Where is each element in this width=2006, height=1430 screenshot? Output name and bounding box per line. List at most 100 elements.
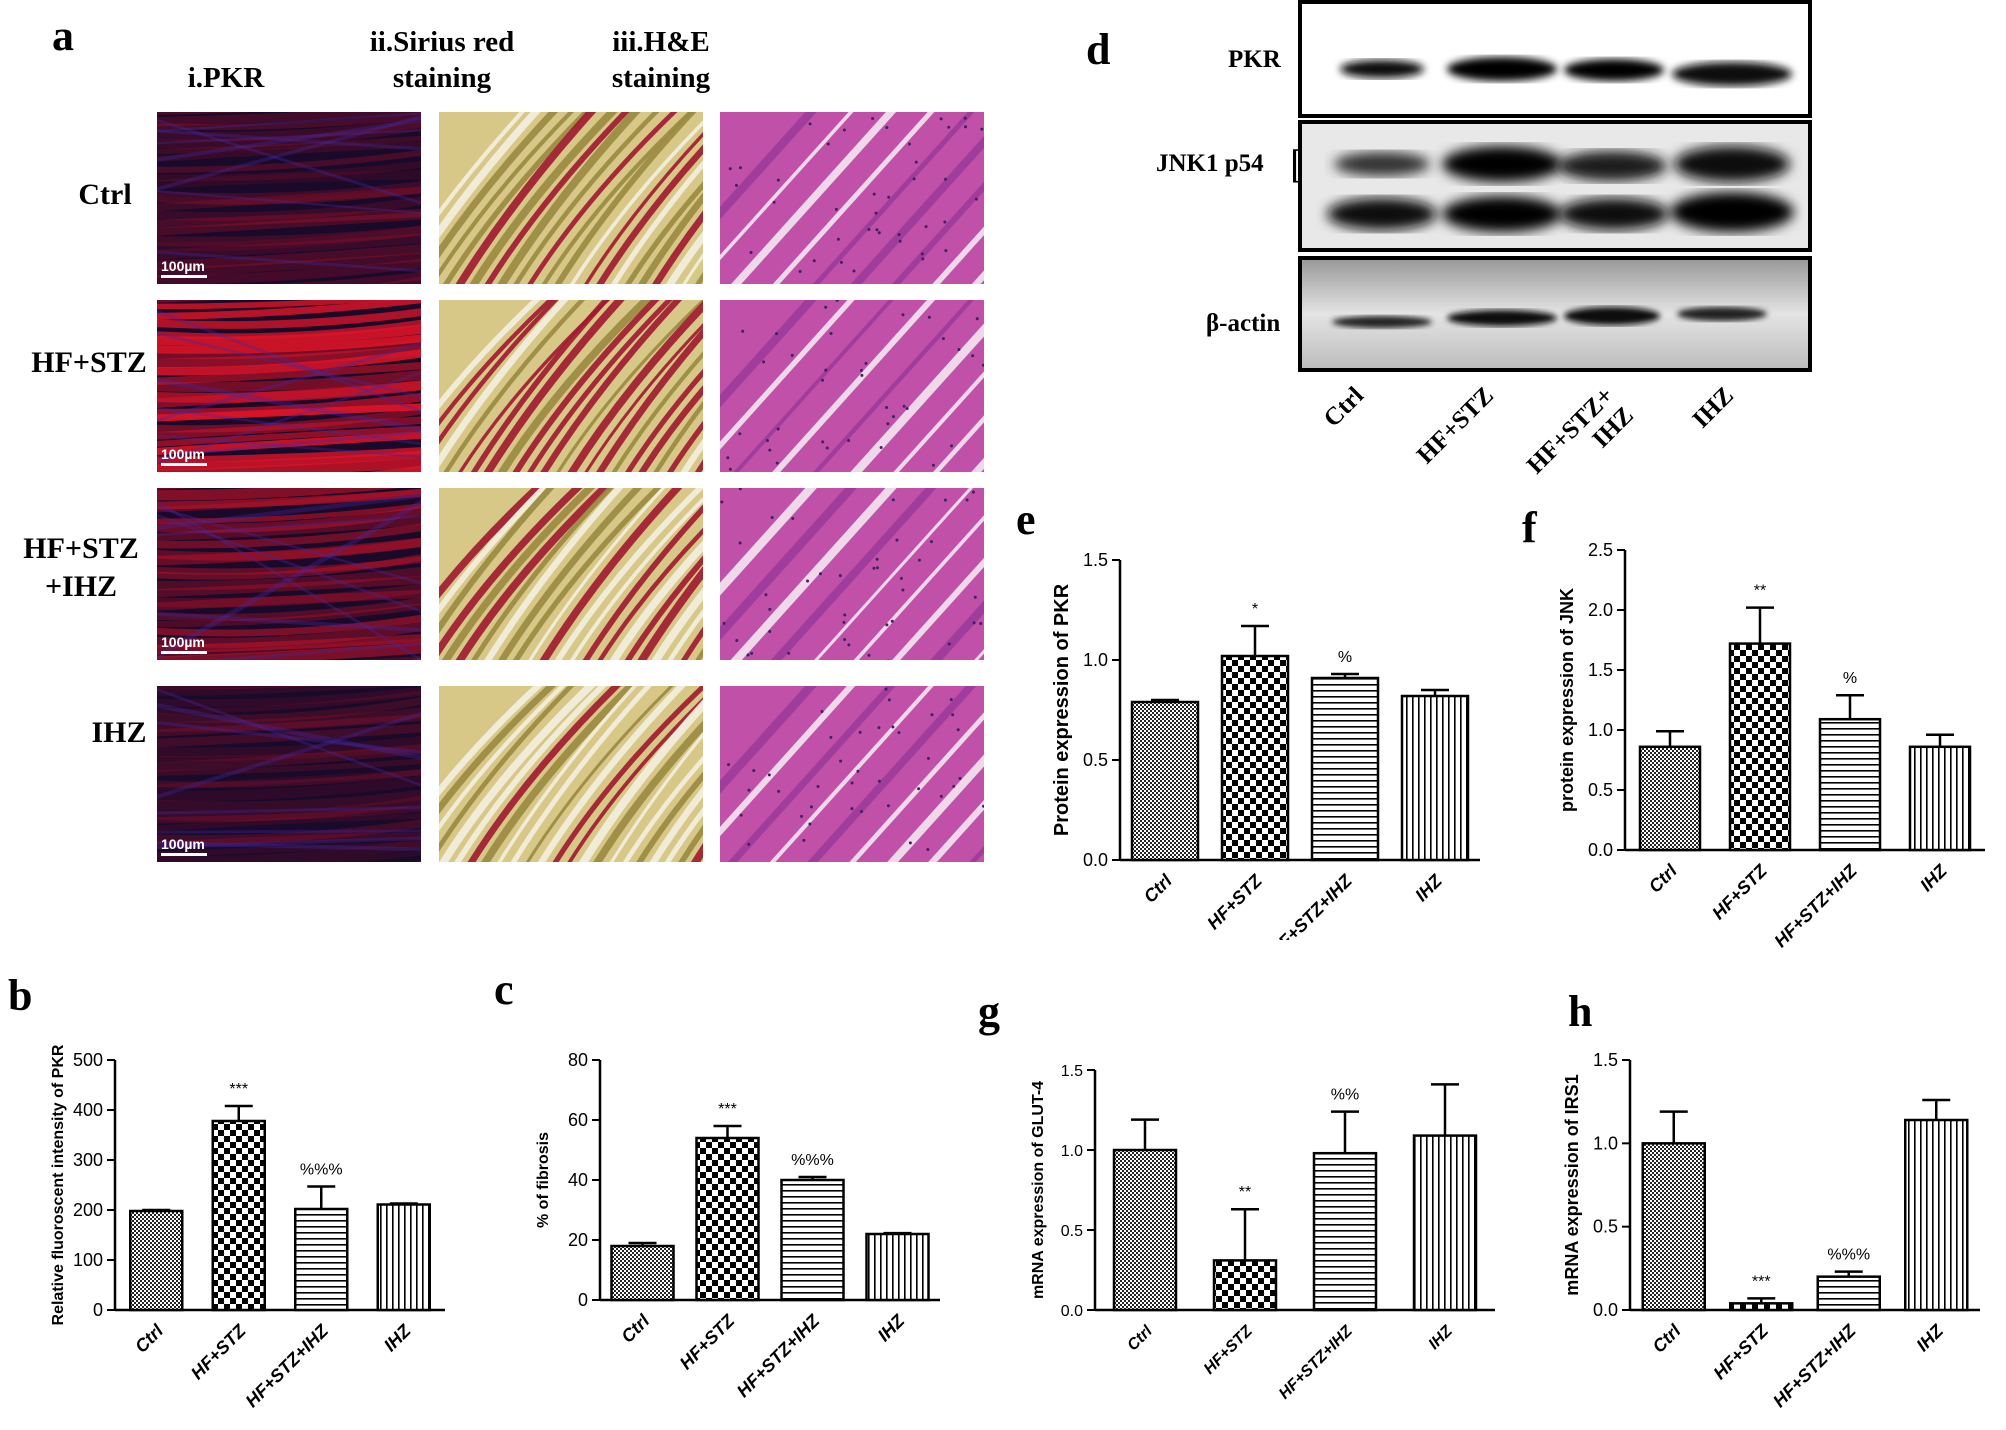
y-tick-label: 400 [73, 1100, 103, 1120]
bar [1904, 1118, 1969, 1312]
row-label-hf-stz-ihz: HF+STZ +IHZ [23, 532, 139, 603]
significance-label: %%% [1827, 1247, 1870, 1264]
y-tick-label: 100 [73, 1250, 103, 1270]
micrograph-sirius-row2 [439, 300, 703, 472]
band-jnk-top-ctrl [1334, 152, 1430, 176]
blot-jnk1 [1298, 120, 1812, 252]
band-pkr-ctrl [1340, 60, 1424, 78]
x-tick-label: Ctrl [131, 1320, 168, 1357]
chart-g: 0.0 0.5 1.0 1.5 mRNA expression of GLUT-4 Ctr… [1030, 1063, 1495, 1403]
x-tick-label: IHZ [1411, 870, 1446, 905]
bar [1908, 745, 1972, 852]
bar [1816, 1275, 1881, 1312]
y-axis-label: mRNA expression of IRS1 [1562, 1074, 1582, 1295]
band-jnk-bot-hfstz [1442, 196, 1562, 232]
panel-e-letter: e [1016, 495, 1036, 544]
y-tick-label: 40 [568, 1170, 588, 1190]
bar [1641, 1142, 1706, 1312]
y-tick-label: 300 [73, 1150, 103, 1170]
micrograph-if-row3: 100µm [157, 488, 421, 660]
panel-c-letter: c [494, 965, 514, 1014]
x-tick-label: HF+STZ [1203, 870, 1266, 933]
x-tick-label: HF+STZ+IHZ [733, 1310, 824, 1401]
y-tick-label: 1.5 [1083, 550, 1108, 570]
significance-label: %% [1331, 1087, 1359, 1104]
scale-bar-label: 100µm [161, 446, 205, 462]
blot-pkr-bands [1340, 57, 1792, 86]
chart-e: 0.0 0.5 1.0 1.5 Protein expression of PKR Ctr… [1051, 550, 1480, 940]
chart-f: 0.0 0.5 1.0 1.5 2.0 2.5 protein expression of … [1560, 540, 1985, 950]
bar [865, 1232, 930, 1302]
y-axis-label: protein expression of JNK [1560, 588, 1577, 812]
micrograph-he-row2 [720, 300, 984, 472]
band-actin-ctrl [1332, 316, 1432, 328]
band-pkr-ihz [1672, 62, 1792, 86]
y-tick-label: 1.0 [1083, 650, 1108, 670]
x-tick-label: IHZ [874, 1310, 909, 1345]
y-tick-label: 1.5 [1588, 660, 1613, 680]
y-tick-label: 0 [93, 1300, 103, 1320]
y-axis-label: % of fibrosis [535, 1132, 552, 1228]
y-tick-label: 20 [568, 1230, 588, 1250]
micrograph-sirius-row3 [439, 488, 703, 660]
significance-label: ** [1754, 583, 1766, 600]
panel-f-letter: f [1522, 503, 1537, 552]
significance-label: %%% [791, 1152, 834, 1169]
significance-label: *** [229, 1081, 248, 1098]
band-pkr-hfstz [1447, 57, 1557, 81]
x-tick-label: HF+STZ [676, 1310, 739, 1373]
x-tick-label: IHZ [380, 1320, 415, 1355]
x-tick-label: Ctrl [1649, 1320, 1686, 1357]
y-axis-label: mRNA expression of GLUT-4 [1030, 1081, 1047, 1299]
scale-bar-label: 100µm [161, 258, 205, 274]
bar [610, 1244, 675, 1302]
significance-label: ** [1239, 1184, 1251, 1201]
y-tick-label: 500 [73, 1050, 103, 1070]
x-tick-label: Ctrl [1124, 1322, 1156, 1354]
band-actin-hfstzihz [1564, 307, 1660, 325]
bar [129, 1209, 184, 1312]
micrograph-he-row4 [720, 686, 984, 862]
band-actin-ihz [1677, 307, 1767, 321]
blot-label-pkr: PKR [1228, 46, 1281, 73]
x-tick-label: HF+STZ [187, 1320, 250, 1383]
blot-jnk1-bands [1302, 124, 1808, 248]
micrograph-if-row1: 100µm [157, 112, 421, 284]
bar [1312, 1151, 1378, 1312]
bar [695, 1136, 760, 1302]
y-tick-label: 0.0 [1061, 1303, 1083, 1320]
x-tick-label: Ctrl [1140, 870, 1177, 907]
x-tick-label: Ctrl [617, 1310, 654, 1347]
y-tick-label: 1.0 [1593, 1133, 1618, 1153]
bar [1638, 745, 1702, 852]
lane-label-ihz: IHZ [1687, 382, 1740, 434]
lane-label-ctrl: Ctrl [1318, 382, 1370, 433]
scale-bar-label: 100µm [161, 836, 205, 852]
y-tick-label: 0.0 [1593, 1300, 1618, 1320]
x-tick-label: HF+STZ [1709, 1320, 1772, 1383]
band-jnk-top-hfstz [1442, 146, 1562, 182]
significance-label: *** [1752, 1273, 1771, 1290]
scale-bar-line [161, 275, 207, 278]
micrograph-sirius-row1 [439, 112, 703, 284]
x-tick-label: HF+STZ+IHZ [1769, 1320, 1860, 1411]
panel-a-letter: a [52, 11, 74, 60]
x-tick-label: HF+STZ [1201, 1322, 1257, 1378]
column-header-sirius-red: ii.Sirius red staining [369, 26, 515, 94]
blot-label-jnk1: JNK1 p54 [1156, 150, 1264, 177]
bar [1112, 1148, 1178, 1312]
row-label-hf-stz: HF+STZ [31, 346, 147, 379]
x-tick-label: IHZ [1916, 860, 1951, 895]
y-tick-label: 1.5 [1593, 1050, 1618, 1070]
blot-actin-bands [1302, 260, 1808, 368]
scale-bar: 100µm [161, 634, 207, 654]
blot-label-beta-actin: β-actin [1206, 310, 1281, 337]
x-tick-label: HF+STZ+IHZ [242, 1320, 333, 1411]
y-tick-label: 2.5 [1588, 540, 1613, 560]
column-header-he: iii.H&E staining [611, 26, 711, 94]
x-tick-label: HF+STZ+IHZ [1276, 1322, 1357, 1403]
bar [1212, 1259, 1278, 1312]
scale-bar: 100µm [161, 836, 207, 856]
significance-label: %%% [300, 1162, 343, 1179]
lane-label-hfstzihz: HF+STZ+ IHZ [1521, 382, 1639, 480]
